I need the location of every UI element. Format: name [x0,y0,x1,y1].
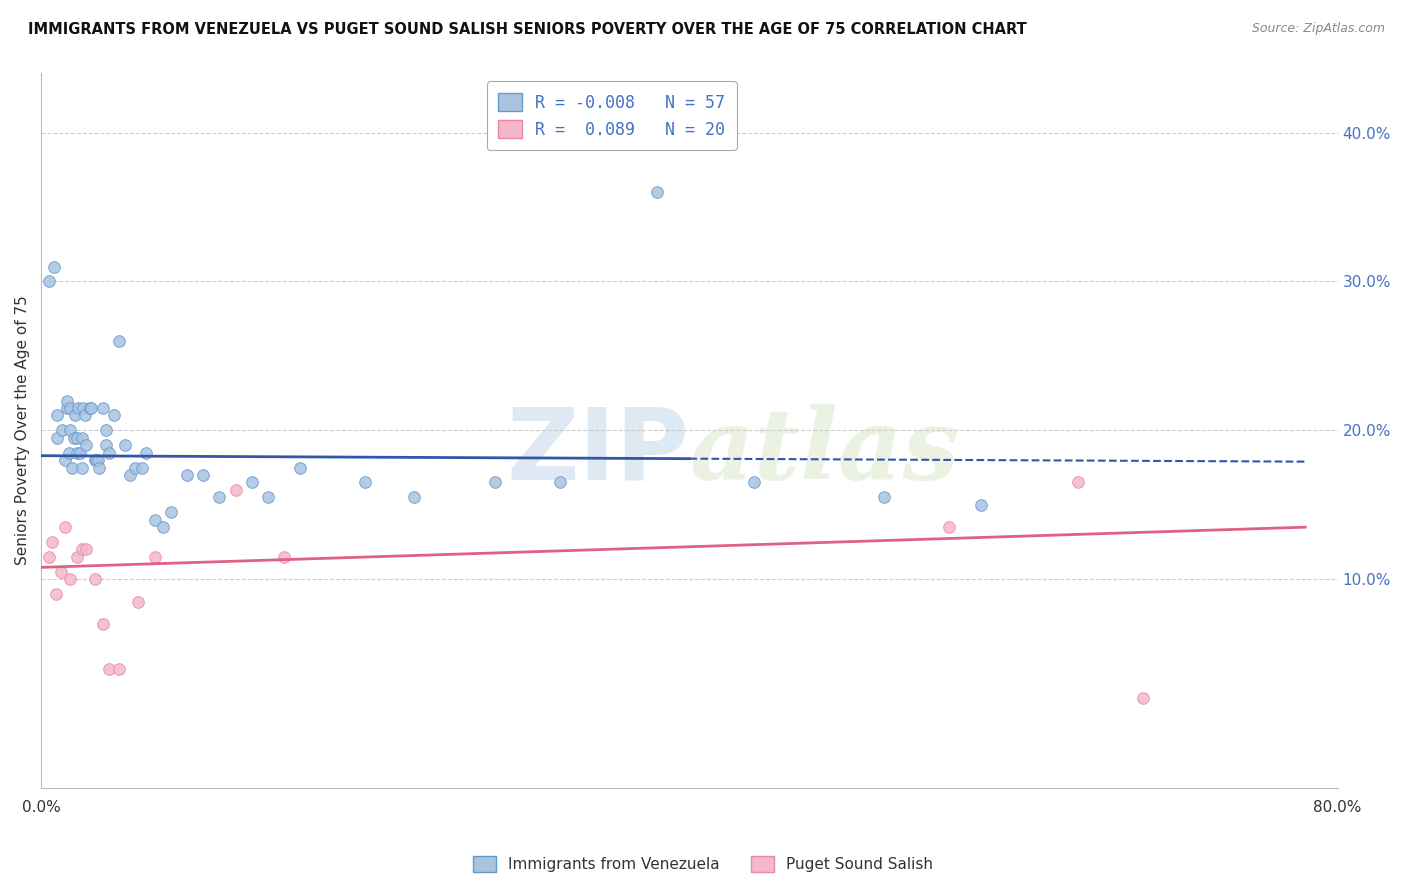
Point [46,409,69,423]
Point [76,438,98,452]
Point [59,572,82,586]
Point [98,446,121,460]
Point [742,475,765,490]
Point [84,453,107,467]
Text: ZIP: ZIP [506,403,689,500]
Point [42,260,65,274]
Point [354,475,377,490]
Point [970,498,993,512]
Point [131,460,153,475]
Point [70,431,93,445]
Point [645,185,668,199]
Point [87,453,110,467]
Point [143,513,166,527]
Point [159,505,181,519]
Point [143,549,166,564]
Point [273,549,295,564]
Point [1132,691,1154,706]
Point [127,594,149,608]
Point [67,401,90,415]
Legend: R = -0.008   N = 57, R =  0.089   N = 20: R = -0.008 N = 57, R = 0.089 N = 20 [486,81,737,151]
Point [69,446,91,460]
Point [56,401,79,415]
Point [103,409,125,423]
Point [58,446,80,460]
Point [91,616,114,631]
Point [66,431,89,445]
Point [66,549,89,564]
Point [79,401,101,415]
Point [83,572,105,586]
Point [176,468,198,483]
Text: atlas: atlas [689,403,959,500]
Text: IMMIGRANTS FROM VENEZUELA VS PUGET SOUND SALISH SENIORS POVERTY OVER THE AGE OF : IMMIGRANTS FROM VENEZUELA VS PUGET SOUND… [28,22,1026,37]
Point [1067,475,1090,490]
Point [80,401,103,415]
Point [59,423,82,437]
Point [72,401,94,415]
Point [49,565,72,579]
Y-axis label: Seniors Poverty Over the Age of 75: Seniors Poverty Over the Age of 75 [15,295,30,566]
Text: Source: ZipAtlas.com: Source: ZipAtlas.com [1251,22,1385,36]
Point [89,460,111,475]
Point [45,587,67,601]
Point [114,438,136,452]
Point [257,491,280,505]
Point [55,520,77,534]
Point [56,393,79,408]
Point [208,491,231,505]
Point [402,491,425,505]
Point [108,334,131,348]
Point [59,401,82,415]
Point [94,423,117,437]
Point [193,468,215,483]
Point [548,475,571,490]
Point [63,409,86,423]
Point [41,535,63,549]
Legend: Immigrants from Venezuela, Puget Sound Salish: Immigrants from Venezuela, Puget Sound S… [465,848,941,880]
Point [240,475,263,490]
Point [152,520,174,534]
Point [51,423,73,437]
Point [91,401,114,415]
Point [83,453,105,467]
Point [290,460,312,475]
Point [120,468,142,483]
Point [70,460,93,475]
Point [484,475,506,490]
Point [46,431,69,445]
Point [873,491,896,505]
Point [98,662,121,676]
Point [38,549,60,564]
Point [108,662,131,676]
Point [55,453,77,467]
Point [76,542,98,557]
Point [66,446,89,460]
Point [124,460,146,475]
Point [60,460,83,475]
Point [70,542,93,557]
Point [135,446,157,460]
Point [94,438,117,452]
Point [62,431,84,445]
Point [938,520,960,534]
Point [225,483,247,497]
Point [73,409,96,423]
Point [38,275,60,289]
